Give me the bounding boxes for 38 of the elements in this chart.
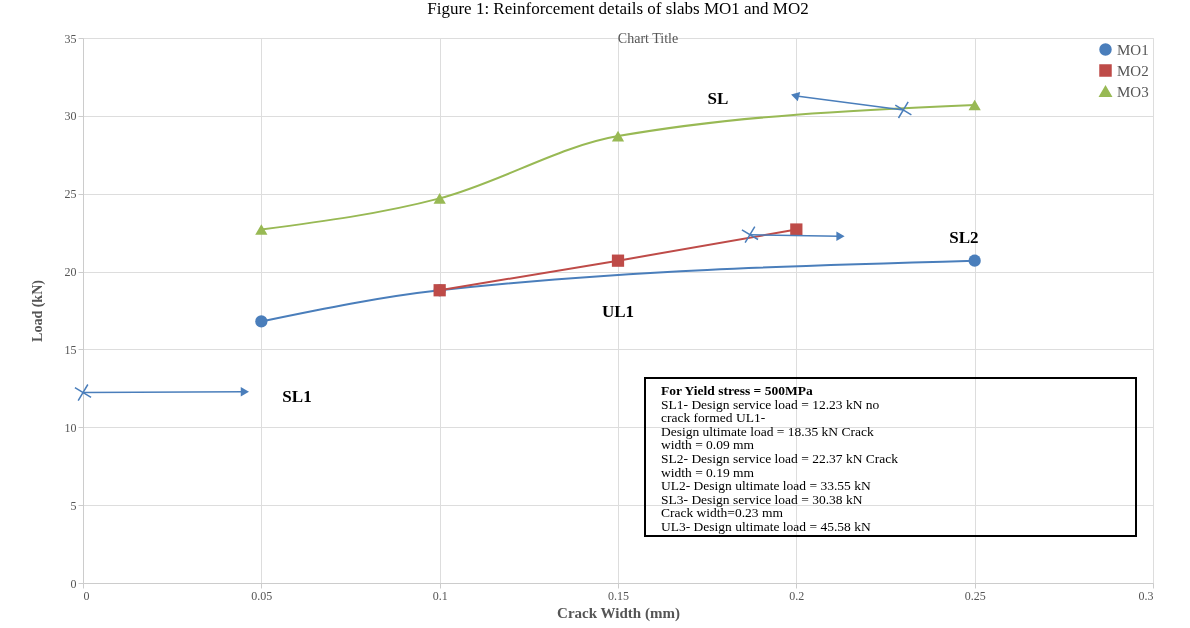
x-tick-label: 0.15 bbox=[608, 588, 629, 603]
x-tick-label: 0 bbox=[83, 588, 90, 603]
annotation: SL bbox=[707, 89, 729, 109]
x-tick-label: 0.25 bbox=[964, 588, 986, 603]
y-tick-label: 30 bbox=[64, 109, 77, 124]
legend-label: MO3 bbox=[1117, 83, 1149, 100]
x-tick-label: 0.3 bbox=[1138, 588, 1154, 603]
y-tick-label: 25 bbox=[64, 187, 77, 202]
point bbox=[433, 193, 446, 204]
chart-title: Figure 1: Reinforcement details of slabs MO1 and MO2 bbox=[427, 0, 809, 18]
y-tick-label: 10 bbox=[64, 420, 77, 435]
y-tick-label: 15 bbox=[64, 342, 77, 357]
point bbox=[894, 101, 913, 119]
point bbox=[611, 254, 625, 267]
point bbox=[74, 383, 92, 402]
x-tick-label: 0.05 bbox=[251, 588, 273, 603]
annotation: SL2 bbox=[949, 227, 979, 247]
annotation: SL1 bbox=[282, 387, 312, 407]
point bbox=[968, 254, 981, 267]
x-tick-label: 0.2 bbox=[789, 588, 805, 603]
point bbox=[968, 99, 981, 111]
y-tick-label: 0 bbox=[70, 576, 77, 591]
annotation: UL1 bbox=[601, 302, 635, 322]
y-tick-label: 5 bbox=[70, 498, 77, 513]
point bbox=[611, 130, 625, 142]
point bbox=[255, 315, 268, 328]
point bbox=[255, 224, 268, 235]
legend-label: MO1 bbox=[1117, 41, 1149, 58]
chart-subtitle: Chart Title bbox=[617, 31, 679, 46]
point bbox=[790, 223, 803, 236]
x-axis-title: Crack Width (mm) bbox=[557, 604, 680, 622]
x-tick-label: 0.1 bbox=[432, 588, 448, 603]
y-tick-label: 20 bbox=[64, 265, 77, 280]
text: For Yield stress = 500MPa SL1- Design service load = 12.23 kN no crack formed UL1- Design ultimate load = 18.35 kN Crack width = 0.09 mm SL2- Design service load = 22.37 kN Crack width = 0.19 mm UL2- Design ultimate load = 33.55 kN SL3- Design service load = 30.38 kN Crack width=0.23 mm UL3- Design ultimate load = 45.58 kN bbox=[661, 383, 899, 534]
point bbox=[741, 225, 759, 244]
legend-label: MO2 bbox=[1117, 62, 1149, 79]
y-axis-title: Load (kN) bbox=[29, 279, 46, 342]
y-tick-label: 35 bbox=[64, 31, 77, 46]
